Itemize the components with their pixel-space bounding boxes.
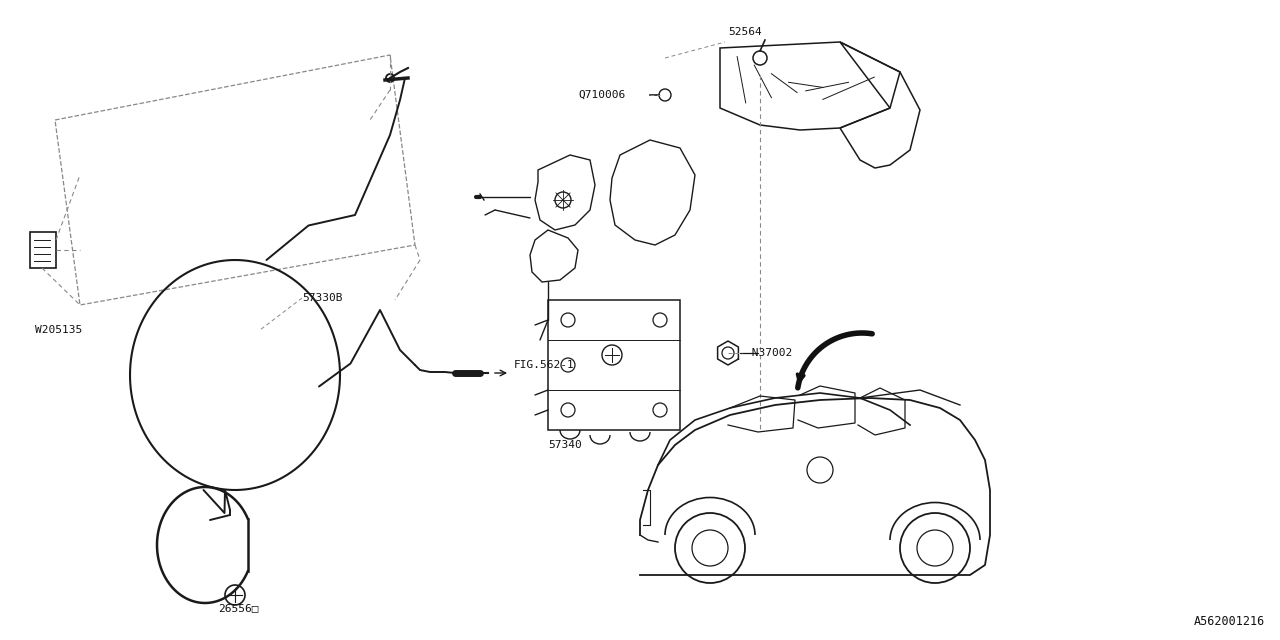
Text: W205135: W205135: [35, 325, 82, 335]
Text: 52564: 52564: [728, 27, 762, 37]
Circle shape: [900, 513, 970, 583]
Text: —N37002: —N37002: [745, 348, 792, 358]
Text: 26556□: 26556□: [218, 603, 259, 613]
FancyBboxPatch shape: [548, 300, 680, 430]
Text: 57340: 57340: [548, 440, 581, 450]
Text: Q710006: Q710006: [579, 90, 625, 100]
Text: 57330B: 57330B: [302, 293, 343, 303]
FancyBboxPatch shape: [29, 232, 56, 268]
Text: FIG.562-1: FIG.562-1: [515, 360, 575, 370]
Text: A562001216: A562001216: [1194, 615, 1265, 628]
Circle shape: [675, 513, 745, 583]
